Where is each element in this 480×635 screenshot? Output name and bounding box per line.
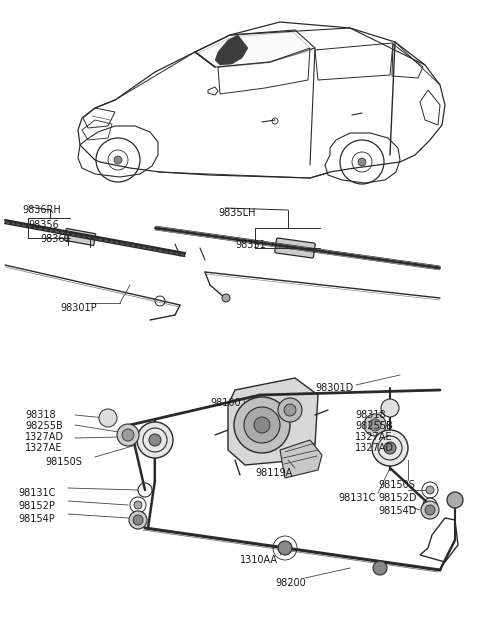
FancyBboxPatch shape <box>275 238 315 258</box>
Circle shape <box>381 399 399 417</box>
Circle shape <box>425 505 435 515</box>
FancyBboxPatch shape <box>64 229 96 246</box>
Text: 1327AE: 1327AE <box>355 432 393 442</box>
Circle shape <box>99 409 117 427</box>
Polygon shape <box>215 35 248 65</box>
Polygon shape <box>228 378 318 465</box>
Text: 98100: 98100 <box>210 398 240 408</box>
Circle shape <box>421 501 439 519</box>
Text: 98361: 98361 <box>40 234 71 244</box>
Text: 98318: 98318 <box>25 410 56 420</box>
Circle shape <box>117 424 139 446</box>
Text: 98351: 98351 <box>235 240 266 250</box>
Circle shape <box>373 561 387 575</box>
Circle shape <box>369 419 381 431</box>
Circle shape <box>254 417 270 433</box>
Text: 98255B: 98255B <box>355 421 393 431</box>
Circle shape <box>364 414 386 436</box>
Text: 1327AD: 1327AD <box>355 443 394 453</box>
Circle shape <box>278 541 292 555</box>
Circle shape <box>134 501 142 509</box>
Text: 9836RH: 9836RH <box>22 205 61 215</box>
Circle shape <box>358 158 366 166</box>
Text: 98119A: 98119A <box>255 468 292 478</box>
Circle shape <box>447 492 463 508</box>
Text: 98200: 98200 <box>275 578 306 588</box>
Circle shape <box>149 434 161 446</box>
Polygon shape <box>198 32 312 68</box>
Text: 98301D: 98301D <box>315 383 353 393</box>
Text: 98152P: 98152P <box>18 501 55 511</box>
Text: 98154P: 98154P <box>18 514 55 524</box>
Polygon shape <box>280 440 322 478</box>
Circle shape <box>372 430 408 466</box>
Text: 1327AE: 1327AE <box>25 443 62 453</box>
Circle shape <box>122 429 134 441</box>
Text: 9835LH: 9835LH <box>218 208 255 218</box>
Text: 98131C: 98131C <box>18 488 55 498</box>
Text: 1327AD: 1327AD <box>25 432 64 442</box>
Circle shape <box>284 404 296 416</box>
Circle shape <box>137 422 173 458</box>
Circle shape <box>129 511 147 529</box>
Text: 1310AA: 1310AA <box>240 555 278 565</box>
Text: 98152D: 98152D <box>378 493 417 503</box>
Text: 98301P: 98301P <box>60 303 96 313</box>
Text: 98154D: 98154D <box>378 506 416 516</box>
Text: 98150S: 98150S <box>45 457 82 467</box>
Circle shape <box>244 407 280 443</box>
Text: 98318: 98318 <box>355 410 385 420</box>
Text: 98356: 98356 <box>28 220 59 230</box>
Circle shape <box>426 486 434 494</box>
Circle shape <box>222 294 230 302</box>
Circle shape <box>133 515 143 525</box>
Text: 98255B: 98255B <box>25 421 63 431</box>
Text: 98150S: 98150S <box>378 480 415 490</box>
Circle shape <box>384 442 396 454</box>
Circle shape <box>234 397 290 453</box>
Circle shape <box>278 398 302 422</box>
Text: 98131C: 98131C <box>338 493 375 503</box>
Circle shape <box>114 156 122 164</box>
